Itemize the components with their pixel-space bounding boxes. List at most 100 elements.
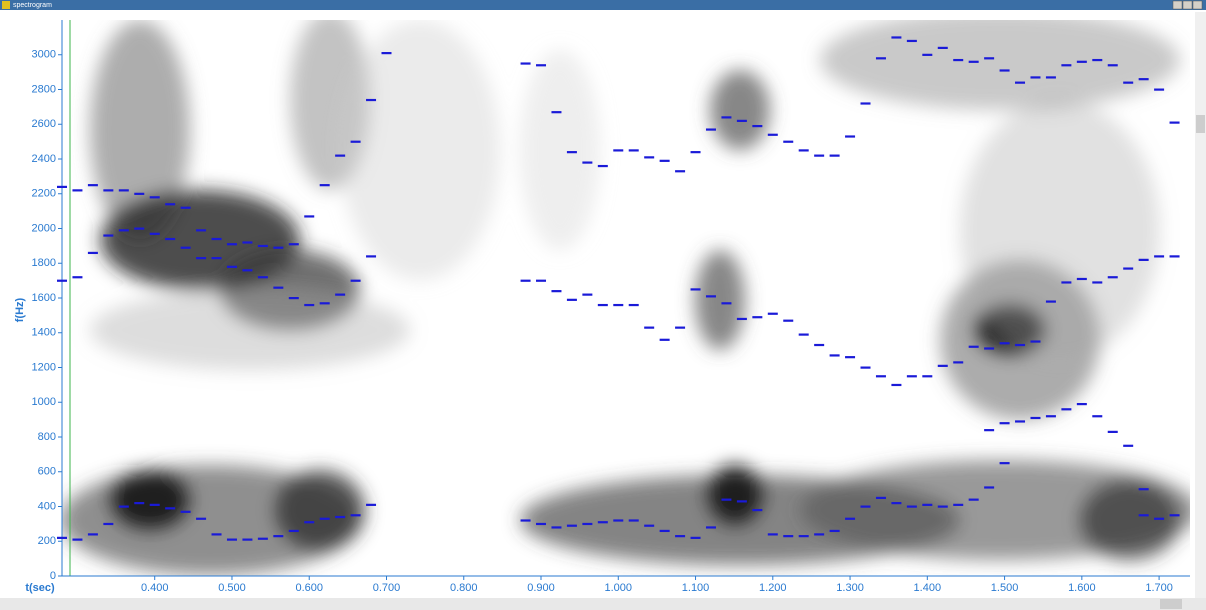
formant-mark — [1170, 255, 1180, 257]
minimize-button[interactable] — [1173, 1, 1182, 9]
formant-mark — [752, 509, 762, 511]
spectrogram-image — [60, 10, 1200, 575]
formant-mark — [891, 36, 901, 38]
formant-mark — [675, 170, 685, 172]
formant-mark — [196, 229, 206, 231]
formant-mark — [181, 207, 191, 209]
formant-mark — [88, 533, 98, 535]
formant-mark — [922, 54, 932, 56]
formant-mark — [861, 102, 871, 104]
window-title: spectrogram — [13, 2, 52, 9]
formant-mark — [938, 47, 948, 49]
formant-mark — [938, 365, 948, 367]
formant-mark — [1030, 340, 1040, 342]
formant-mark — [582, 294, 592, 296]
vscroll-thumb[interactable] — [1196, 115, 1205, 133]
formant-mark — [335, 294, 345, 296]
formant-mark — [799, 149, 809, 151]
formant-mark — [907, 506, 917, 508]
formant-mark — [536, 64, 546, 66]
formant-mark — [938, 506, 948, 508]
formant-mark — [721, 116, 731, 118]
formant-mark — [150, 504, 160, 506]
formant-mark — [1092, 281, 1102, 283]
y-axis-label: f(Hz) — [14, 297, 26, 322]
formant-mark — [1092, 415, 1102, 417]
formant-mark — [304, 304, 314, 306]
formant-mark — [953, 59, 963, 61]
formant-mark — [644, 156, 654, 158]
formant-mark — [1015, 82, 1025, 84]
formant-mark — [613, 519, 623, 521]
formant-mark — [598, 304, 608, 306]
x-tick-label: 1.500 — [991, 582, 1019, 594]
formant-mark — [783, 320, 793, 322]
formant-mark — [567, 525, 577, 527]
formant-mark — [675, 327, 685, 329]
formant-mark — [335, 155, 345, 157]
formant-mark — [1077, 61, 1087, 63]
formant-mark — [706, 526, 716, 528]
formant-mark — [706, 295, 716, 297]
formant-mark — [1061, 408, 1071, 410]
formant-mark — [830, 354, 840, 356]
formant-mark — [521, 280, 531, 282]
formant-mark — [675, 535, 685, 537]
formant-mark — [351, 141, 361, 143]
formant-mark — [598, 521, 608, 523]
formant-mark — [227, 539, 237, 541]
formant-mark — [845, 356, 855, 358]
formant-mark — [57, 537, 67, 539]
formant-mark — [551, 111, 561, 113]
x-tick-label: 0.600 — [295, 582, 323, 594]
app-icon — [2, 1, 10, 9]
formant-mark — [88, 252, 98, 254]
formant-mark — [212, 257, 222, 259]
formant-mark — [737, 318, 747, 320]
formant-mark — [165, 203, 175, 205]
formant-mark — [907, 40, 917, 42]
spectrogram-view: spectrogram t(sec) f(Hz) 020040060080010… — [0, 0, 1206, 610]
formant-mark — [551, 526, 561, 528]
formant-mark — [1154, 89, 1164, 91]
formant-mark — [212, 533, 222, 535]
formant-mark — [953, 361, 963, 363]
formant-mark — [691, 151, 701, 153]
formant-mark — [1123, 267, 1133, 269]
y-tick-label: 600 — [38, 466, 56, 478]
formant-mark — [258, 538, 268, 540]
vertical-scrollbar[interactable] — [1195, 12, 1206, 598]
formant-mark — [57, 186, 67, 188]
formant-mark — [660, 160, 670, 162]
formant-mark — [814, 155, 824, 157]
x-tick-label: 0.800 — [450, 582, 478, 594]
formant-mark — [551, 290, 561, 292]
formant-mark — [304, 521, 314, 523]
window: spectrogram t(sec) f(Hz) 020040060080010… — [0, 0, 1206, 610]
formant-mark — [165, 507, 175, 509]
formant-mark — [273, 287, 283, 289]
x-tick-label: 1.100 — [682, 582, 710, 594]
formant-mark — [1030, 76, 1040, 78]
formant-mark — [969, 499, 979, 501]
formant-mark — [768, 313, 778, 315]
formant-mark — [1015, 420, 1025, 422]
x-tick-label: 1.600 — [1068, 582, 1096, 594]
formant-mark — [660, 339, 670, 341]
formant-mark — [258, 276, 268, 278]
maximize-button[interactable] — [1183, 1, 1192, 9]
formant-mark — [1139, 514, 1149, 516]
formant-mark — [335, 516, 345, 518]
formant-mark — [1061, 281, 1071, 283]
y-tick-label: 400 — [38, 500, 56, 512]
close-button[interactable] — [1193, 1, 1202, 9]
formant-mark — [119, 229, 129, 231]
horizontal-scrollbar[interactable] — [0, 598, 1206, 610]
formant-mark — [752, 316, 762, 318]
formant-mark — [351, 514, 361, 516]
formant-mark — [1061, 64, 1071, 66]
formant-mark — [1046, 300, 1056, 302]
formant-mark — [88, 184, 98, 186]
formant-mark — [134, 502, 144, 504]
scroll-thumb[interactable] — [1160, 599, 1182, 609]
